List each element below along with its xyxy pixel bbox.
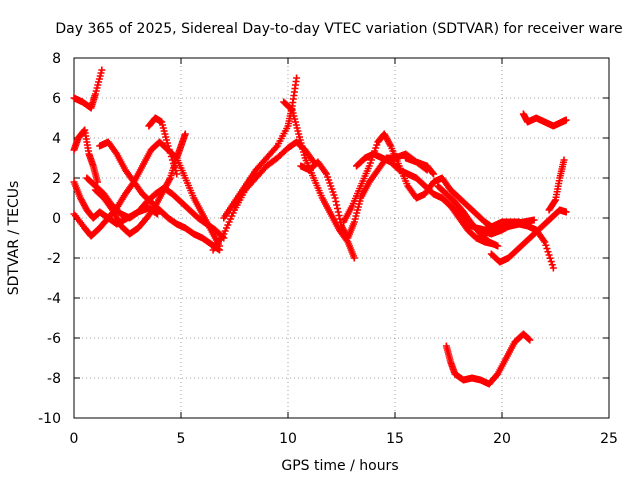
y-tick-label: 4 — [52, 131, 61, 147]
x-tick-label: 10 — [279, 431, 297, 447]
series-arc-s — [477, 216, 538, 238]
data-point-marker — [321, 169, 329, 176]
y-tick-label: -4 — [47, 291, 61, 307]
chart-title: Day 365 of 2025, Sidereal Day-to-day VTE… — [55, 21, 622, 37]
data-point-marker — [429, 169, 437, 177]
x-tick-label: 15 — [386, 431, 404, 447]
data-point-marker — [168, 156, 176, 164]
data-point-marker — [526, 336, 534, 344]
series-arc-b — [70, 126, 102, 186]
data-point-marker — [541, 238, 549, 246]
data-point-marker — [170, 160, 178, 167]
series-arc-t — [545, 156, 568, 214]
y-tick-label: 2 — [52, 171, 61, 187]
series-arc-j — [220, 74, 301, 222]
x-axis-label: GPS time / hours — [281, 458, 398, 474]
data-point-marker — [560, 156, 568, 164]
data-point-marker — [173, 170, 181, 178]
series-arc-h — [145, 114, 181, 178]
y-tick-label: -8 — [47, 371, 61, 387]
data-point-marker — [172, 167, 180, 174]
data-point-marker — [551, 197, 559, 205]
data-point-marker — [549, 264, 557, 272]
data-point-marker — [336, 215, 344, 223]
data-point-marker — [167, 153, 175, 160]
x-tick-label: 0 — [70, 431, 79, 447]
data-point-marker — [309, 157, 317, 164]
y-axis-label: SDTVAR / TECUs — [6, 181, 22, 296]
data-point-marker — [216, 246, 224, 254]
data-point-marker — [334, 208, 342, 216]
data-point-marker — [386, 141, 394, 148]
data-point-marker — [171, 163, 179, 171]
series-arc-a — [70, 66, 106, 112]
y-tick-label: 0 — [52, 211, 61, 227]
series-arc-p — [434, 182, 502, 250]
x-tick-label: 5 — [177, 431, 186, 447]
data-point-marker — [350, 254, 358, 262]
series-arc-q — [438, 194, 497, 248]
plot-frame — [73, 57, 610, 419]
y-tick-label: -2 — [47, 251, 61, 267]
data-point-marker — [181, 130, 189, 138]
data-point-marker — [546, 254, 554, 262]
data-point-marker — [540, 237, 548, 244]
data-point-marker — [331, 194, 339, 202]
data-point-marker — [165, 146, 173, 153]
data-markers — [70, 66, 570, 388]
data-point-marker — [544, 248, 552, 256]
data-point-marker — [562, 116, 570, 124]
series-arc-d — [70, 138, 224, 250]
y-tick-label: 6 — [52, 91, 61, 107]
series-arc-o — [402, 154, 438, 178]
data-point-marker — [287, 105, 295, 113]
data-point-marker — [430, 170, 438, 178]
data-point-marker — [333, 205, 341, 212]
data-point-marker — [542, 241, 550, 249]
data-point-marker — [489, 240, 497, 248]
data-point-marker — [494, 242, 502, 250]
y-tick-label: 8 — [52, 51, 61, 67]
x-tick-label: 20 — [493, 431, 511, 447]
series-arc-l — [297, 150, 431, 242]
data-point-marker — [548, 261, 556, 269]
data-point-marker — [333, 201, 341, 209]
series-arc-f — [96, 138, 224, 254]
data-point-marker — [543, 245, 551, 252]
x-tick-label: 25 — [600, 431, 618, 447]
data-point-marker — [166, 149, 174, 157]
data-point-marker — [332, 198, 340, 205]
series-arc-r — [487, 206, 570, 266]
data-point-marker — [335, 212, 343, 219]
axis-ticks: 0 5 10 15 20 25 -10 -8 -6 -4 -2 0 2 4 6 8 — [38, 51, 618, 447]
data-point-marker — [164, 142, 172, 150]
data-point-marker — [530, 216, 538, 224]
data-point-marker — [547, 258, 555, 265]
data-point-marker — [293, 74, 301, 82]
data-point-marker — [562, 208, 570, 216]
series-arc-u — [519, 110, 570, 130]
data-point-marker — [272, 144, 280, 151]
data-point-marker — [165, 176, 173, 183]
data-point-marker — [98, 66, 106, 74]
y-tick-label: -10 — [38, 411, 61, 427]
data-point-marker — [545, 251, 553, 259]
series-arc-n — [352, 150, 523, 234]
y-tick-label: -6 — [47, 331, 61, 347]
series-arc-v — [442, 330, 534, 388]
